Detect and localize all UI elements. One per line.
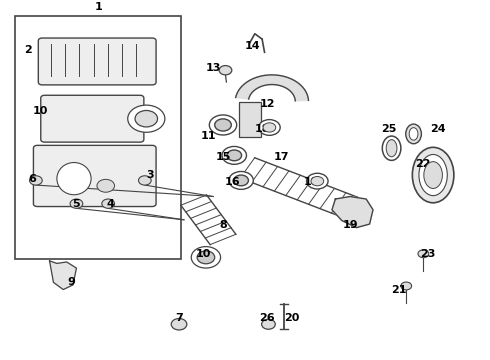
Circle shape [222, 147, 246, 164]
Text: 24: 24 [430, 123, 446, 134]
Text: 12: 12 [259, 99, 275, 108]
Circle shape [259, 120, 280, 135]
Text: 23: 23 [420, 249, 436, 259]
Text: 10: 10 [33, 105, 49, 116]
Circle shape [135, 111, 158, 127]
Text: 14: 14 [245, 41, 260, 51]
Text: 6: 6 [28, 174, 36, 184]
Ellipse shape [413, 147, 454, 203]
Text: 11: 11 [200, 131, 216, 141]
Circle shape [263, 123, 276, 132]
Text: 26: 26 [259, 313, 275, 323]
Text: 13: 13 [205, 63, 221, 73]
Text: 18: 18 [303, 177, 318, 187]
Circle shape [311, 176, 324, 186]
Text: 17: 17 [274, 152, 290, 162]
Text: 19: 19 [342, 220, 358, 230]
Ellipse shape [424, 162, 442, 189]
Text: 25: 25 [381, 123, 397, 134]
Ellipse shape [406, 124, 421, 144]
Text: 4: 4 [107, 199, 115, 209]
Text: 22: 22 [416, 159, 431, 169]
Ellipse shape [409, 128, 418, 140]
Circle shape [191, 247, 220, 268]
Circle shape [227, 150, 242, 161]
FancyBboxPatch shape [33, 145, 156, 207]
Text: 3: 3 [146, 170, 153, 180]
Ellipse shape [386, 140, 397, 157]
Circle shape [401, 282, 412, 290]
Ellipse shape [419, 154, 447, 195]
Polygon shape [236, 75, 309, 101]
Text: 21: 21 [391, 284, 407, 294]
Circle shape [139, 176, 151, 185]
Text: 2: 2 [24, 45, 31, 55]
Circle shape [171, 319, 187, 330]
Circle shape [29, 176, 42, 185]
Circle shape [262, 319, 275, 329]
Text: 7: 7 [175, 313, 183, 323]
Text: 1: 1 [95, 2, 102, 12]
Circle shape [307, 173, 328, 189]
Text: 10: 10 [196, 249, 211, 259]
Circle shape [197, 251, 215, 264]
Circle shape [418, 250, 429, 258]
Circle shape [215, 119, 231, 131]
Text: 9: 9 [68, 278, 75, 287]
Ellipse shape [382, 136, 401, 161]
FancyBboxPatch shape [38, 38, 156, 85]
Circle shape [128, 105, 165, 132]
Polygon shape [49, 261, 76, 289]
Circle shape [234, 175, 248, 186]
Text: 18: 18 [254, 123, 270, 134]
FancyBboxPatch shape [41, 95, 144, 142]
Ellipse shape [57, 162, 91, 195]
Circle shape [219, 66, 232, 75]
Text: 15: 15 [215, 152, 231, 162]
Circle shape [229, 171, 253, 189]
Circle shape [70, 199, 83, 208]
FancyBboxPatch shape [15, 16, 181, 259]
Circle shape [209, 115, 237, 135]
Circle shape [102, 199, 115, 208]
Text: 20: 20 [284, 313, 299, 323]
FancyBboxPatch shape [239, 102, 261, 138]
Text: 5: 5 [73, 199, 80, 209]
Circle shape [97, 179, 115, 192]
Text: 16: 16 [225, 177, 241, 187]
Text: 8: 8 [219, 220, 227, 230]
Polygon shape [332, 197, 373, 228]
